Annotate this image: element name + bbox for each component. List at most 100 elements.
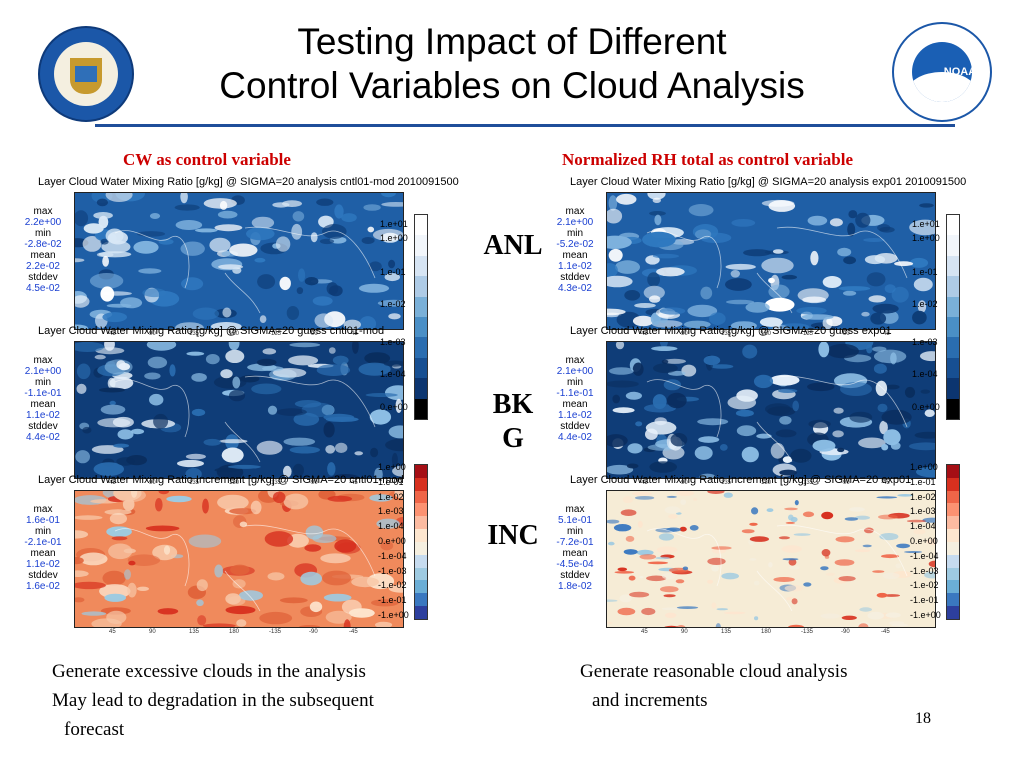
colorbar-label: -1.e-01 bbox=[378, 595, 407, 606]
longitude-tick: 180 bbox=[229, 331, 240, 337]
map-image bbox=[607, 342, 935, 478]
colorbar-swatch bbox=[947, 567, 959, 581]
colorbar-label: -1.e-02 bbox=[378, 580, 407, 591]
colorbar-label: 1.e-04 bbox=[380, 369, 406, 379]
longitude-tick: -45 bbox=[349, 331, 358, 337]
colorbar-swatch bbox=[415, 357, 427, 379]
colorbar-label: 1.e+01 bbox=[380, 219, 408, 229]
colorbar-swatch bbox=[415, 503, 427, 517]
longitude-tick: -135 bbox=[801, 331, 814, 337]
colorbar-increment bbox=[414, 464, 428, 620]
longitude-tick: 45 bbox=[109, 629, 116, 635]
colorbar-swatch bbox=[415, 529, 427, 542]
colorbar-label: 1.e-04 bbox=[912, 369, 938, 379]
right-column-header: Normalized RH total as control variable bbox=[562, 150, 854, 169]
stat-label-max: max bbox=[565, 355, 585, 366]
stat-label-stddev: stddev bbox=[560, 421, 590, 432]
map-image bbox=[75, 193, 403, 329]
left-note-1: Generate excessive clouds in the analysi… bbox=[52, 661, 366, 682]
stat-value-min: -2.8e-02 bbox=[24, 239, 62, 250]
stat-value-mean: -4.5e-04 bbox=[556, 559, 594, 570]
longitude-tick: 45 bbox=[641, 331, 648, 337]
stat-label-mean: mean bbox=[562, 548, 588, 559]
colorbar-swatch bbox=[947, 606, 959, 619]
stat-label-min: min bbox=[566, 526, 584, 537]
longitude-tick: 180 bbox=[761, 480, 772, 486]
colorbar-label: -1.e-01 bbox=[910, 595, 939, 606]
colorbar-swatch bbox=[415, 398, 427, 419]
stat-value-mean: 2.2e-02 bbox=[26, 261, 60, 272]
stat-value-max: 2.2e+00 bbox=[24, 217, 62, 228]
stat-label-mean: mean bbox=[30, 399, 56, 410]
longitude-tick: 180 bbox=[229, 480, 240, 486]
department-of-commerce-seal-icon bbox=[38, 26, 134, 122]
colorbar-swatch bbox=[415, 516, 427, 530]
map-image bbox=[75, 342, 403, 478]
longitude-tick: 180 bbox=[229, 629, 240, 635]
stat-value-min: -1.1e-01 bbox=[556, 388, 594, 399]
colorbar-label: 1.e+00 bbox=[380, 233, 408, 243]
panel-stats: max 5.1e-01 min -7.2e-01 mean -4.5e-04 stddev 1… bbox=[546, 504, 604, 592]
left-note-2: May lead to degradation in the subsequen… bbox=[52, 690, 374, 711]
longitude-tick: 45 bbox=[109, 480, 116, 486]
colorbar-label: 1.e-01 bbox=[378, 476, 404, 487]
longitude-tick: 180 bbox=[761, 629, 772, 635]
colorbar-label: 1.e-03 bbox=[378, 506, 404, 517]
colorbar-label: 0.e+00 bbox=[912, 402, 940, 412]
stat-label-min: min bbox=[34, 377, 52, 388]
map-panel bbox=[606, 490, 936, 628]
stat-label-mean: mean bbox=[30, 250, 56, 261]
longitude-tick: 135 bbox=[721, 331, 732, 337]
longitude-tick: -45 bbox=[349, 480, 358, 486]
longitude-tick: 90 bbox=[149, 629, 156, 635]
colorbar-label: -1.e-02 bbox=[910, 580, 939, 591]
colorbar-swatch bbox=[947, 378, 959, 399]
colorbar-label: 1.e+00 bbox=[378, 462, 406, 472]
map-panel bbox=[606, 341, 936, 479]
colorbar-swatch bbox=[415, 606, 427, 619]
stat-label-stddev: stddev bbox=[560, 272, 590, 283]
colorbar-swatch bbox=[415, 593, 427, 607]
colorbar-label: 1.e-02 bbox=[378, 491, 404, 502]
longitude-tick: 135 bbox=[189, 480, 200, 486]
longitude-tick: -45 bbox=[881, 331, 890, 337]
longitude-tick: 90 bbox=[681, 629, 688, 635]
colorbar-swatch bbox=[947, 541, 959, 555]
colorbar-swatch bbox=[415, 541, 427, 555]
colorbar-swatch bbox=[415, 465, 427, 478]
longitude-tick: -45 bbox=[881, 480, 890, 486]
colorbar-label: 0.e+00 bbox=[910, 536, 938, 546]
stat-value-min: -2.1e-01 bbox=[24, 537, 62, 548]
colorbar-swatch bbox=[947, 554, 959, 568]
longitude-tick: -135 bbox=[801, 480, 814, 486]
longitude-tick: -90 bbox=[309, 629, 318, 635]
left-notes: Generate excessive clouds in the analysi… bbox=[52, 657, 374, 744]
colorbar-swatch bbox=[947, 398, 959, 419]
map-image bbox=[75, 491, 403, 627]
longitude-tick: -90 bbox=[309, 331, 318, 337]
right-note-2: and increments bbox=[592, 690, 708, 711]
page-number: 18 bbox=[915, 710, 931, 727]
panel-stats: max 2.1e+00 min -5.2e-02 mean 1.1e-02 stddev 4.… bbox=[546, 206, 604, 294]
longitude-tick: -90 bbox=[841, 629, 850, 635]
colorbar-label: 1.e-01 bbox=[380, 267, 406, 277]
row-label-bkg-line2: G bbox=[502, 423, 524, 454]
stat-label-mean: mean bbox=[562, 250, 588, 261]
stat-value-stddev: 1.6e-02 bbox=[26, 581, 60, 592]
left-column-header: CW as control variable bbox=[123, 150, 291, 169]
stat-value-min: -5.2e-02 bbox=[556, 239, 594, 250]
colorbar-label: 0.e+00 bbox=[378, 536, 406, 546]
colorbar-label: -1.e-03 bbox=[910, 565, 939, 576]
panel-title: Layer Cloud Water Mixing Ratio Increment… bbox=[38, 474, 404, 486]
colorbar-label: 1.e+00 bbox=[912, 233, 940, 243]
colorbar-label: 1.e-03 bbox=[912, 337, 938, 347]
panel-title: Layer Cloud Water Mixing Ratio [g/kg] @ … bbox=[38, 176, 459, 188]
colorbar-swatch bbox=[947, 235, 959, 256]
colorbar-swatch bbox=[947, 337, 959, 358]
colorbar-label: 0.e+00 bbox=[380, 402, 408, 412]
longitude-tick: -135 bbox=[269, 480, 282, 486]
panel-title: Layer Cloud Water Mixing Ratio [g/kg] @ … bbox=[570, 176, 967, 188]
colorbar-label: 1.e-01 bbox=[910, 476, 936, 487]
colorbar-swatch bbox=[947, 593, 959, 607]
colorbar-label: 1.e-03 bbox=[380, 337, 406, 347]
